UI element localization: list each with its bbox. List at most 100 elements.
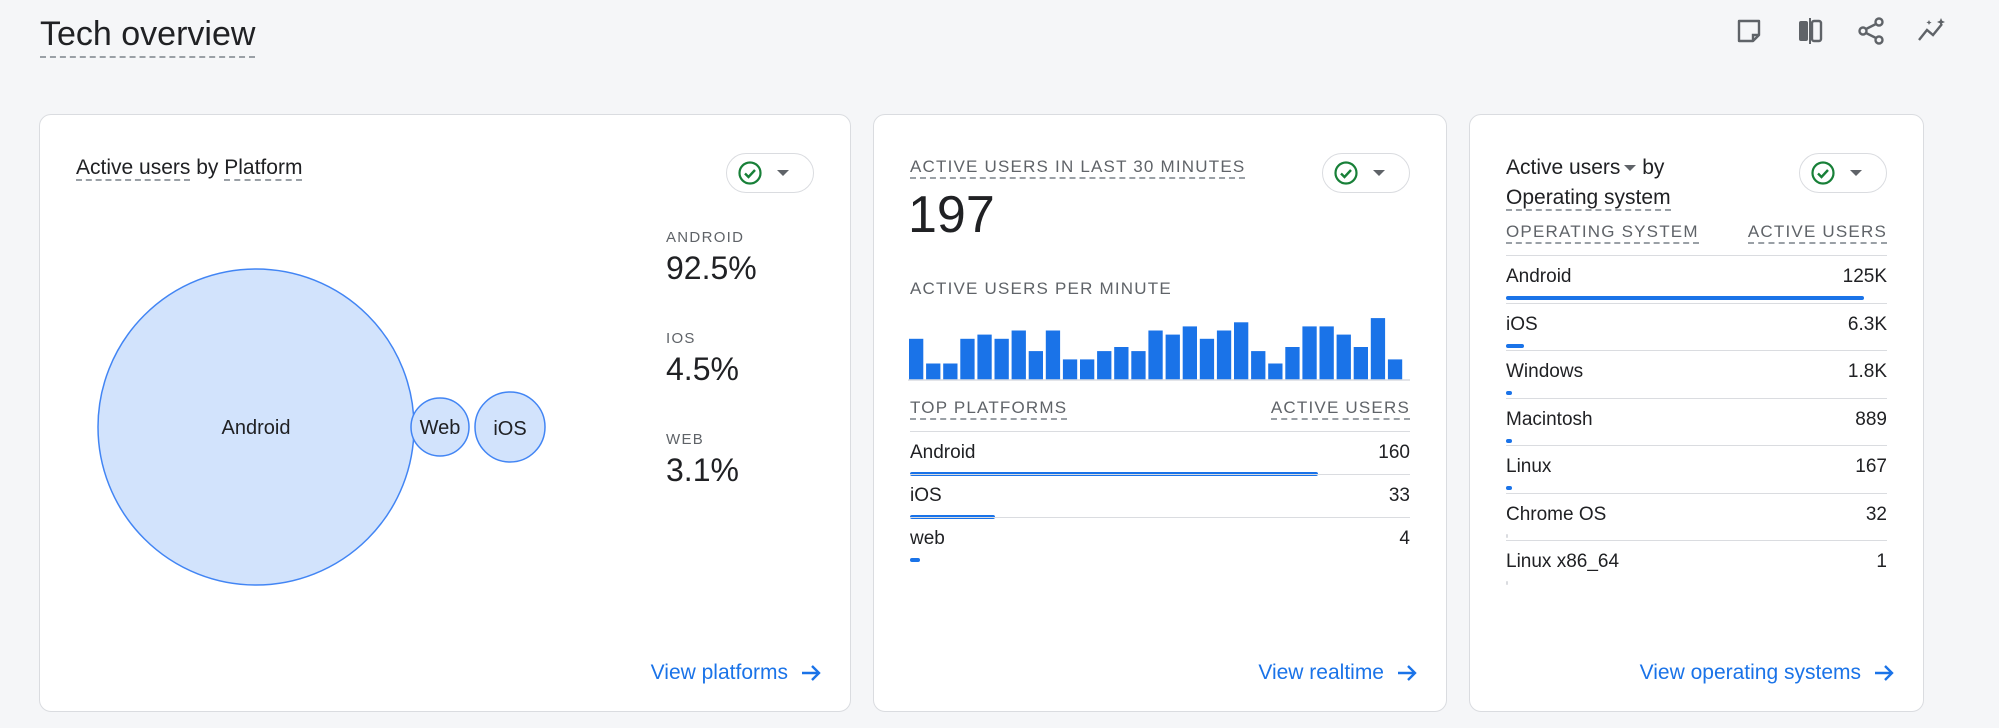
minute-bar bbox=[1387, 359, 1403, 380]
minute-bar bbox=[1234, 322, 1249, 381]
chevron-down-icon bbox=[1624, 165, 1637, 172]
minute-bar bbox=[977, 334, 992, 380]
table-row: Linux 167 bbox=[1506, 456, 1887, 490]
minute-bar bbox=[943, 363, 958, 380]
realtime-card: ACTIVE USERS IN LAST 30 MINUTES 197 ACTI… bbox=[873, 114, 1447, 712]
minute-bar bbox=[994, 338, 1009, 381]
toolbar bbox=[1732, 14, 1949, 48]
row-name: Linux bbox=[1506, 456, 1552, 477]
page-title: Tech overview bbox=[40, 14, 256, 58]
minute-bar bbox=[1114, 347, 1129, 380]
column-header-metric[interactable]: ACTIVE USERS bbox=[1747, 222, 1887, 244]
insights-icon[interactable] bbox=[1915, 14, 1949, 48]
check-circle-icon bbox=[738, 161, 762, 185]
minute-bar bbox=[1011, 330, 1026, 380]
dimension-selector[interactable]: Operating system bbox=[1506, 186, 1671, 211]
minute-bar bbox=[909, 338, 924, 381]
title-by: by bbox=[196, 156, 219, 179]
minute-bar bbox=[1353, 347, 1368, 380]
divider bbox=[1506, 302, 1887, 304]
row-value: 4 bbox=[1399, 528, 1410, 549]
compare-icon[interactable] bbox=[1793, 14, 1827, 48]
bubble-label-ios: iOS bbox=[493, 418, 526, 440]
minute-bar bbox=[1097, 351, 1112, 380]
stat-label: WEB bbox=[666, 431, 705, 448]
table-row: iOS 33 bbox=[910, 485, 1410, 519]
platform-bubble-chart: Android Web iOS bbox=[97, 268, 546, 586]
share-icon[interactable] bbox=[1854, 14, 1888, 48]
per-minute-bar-chart bbox=[908, 318, 1410, 381]
comparison-status-pill[interactable] bbox=[1322, 153, 1410, 193]
row-value: 125K bbox=[1842, 266, 1887, 287]
link-label: View platforms bbox=[650, 661, 788, 684]
minute-bar bbox=[1370, 318, 1386, 380]
title-by: by bbox=[1642, 156, 1665, 179]
divider bbox=[1506, 540, 1887, 541]
stat-label: IOS bbox=[666, 330, 696, 347]
link-label: View realtime bbox=[1258, 661, 1384, 684]
minute-bar bbox=[926, 363, 941, 380]
row-value: 1 bbox=[1876, 551, 1887, 572]
minute-bar bbox=[1216, 330, 1232, 380]
divider bbox=[910, 517, 1410, 518]
column-header-dimension[interactable]: TOP PLATFORMS bbox=[910, 398, 1068, 420]
arrow-right-icon bbox=[1398, 665, 1417, 681]
row-value: 32 bbox=[1865, 503, 1887, 525]
comparison-status-pill[interactable] bbox=[726, 153, 814, 193]
divider bbox=[1506, 445, 1887, 446]
metric-selector[interactable]: Active users bbox=[1506, 156, 1637, 179]
row-name: Android bbox=[910, 442, 976, 463]
view-platforms-link[interactable]: View platforms bbox=[651, 661, 822, 685]
minute-bar bbox=[1336, 334, 1351, 380]
stat-ios: IOS 4.5% bbox=[666, 330, 739, 388]
divider bbox=[910, 431, 1410, 432]
table-row: Linux x86_64 1 bbox=[1506, 551, 1887, 585]
minute-bar bbox=[1165, 334, 1180, 380]
chevron-down-icon bbox=[1850, 170, 1862, 176]
row-name: Linux x86_64 bbox=[1506, 551, 1620, 572]
row-name: Chrome OS bbox=[1506, 503, 1607, 525]
link-label: View operating systems bbox=[1639, 661, 1861, 684]
card-title: Active users by Operating system bbox=[1506, 153, 1766, 213]
column-header-dimension[interactable]: OPERATING SYSTEM bbox=[1506, 222, 1699, 244]
dimension-selector[interactable]: Platform bbox=[224, 156, 303, 181]
view-operating-systems-link[interactable]: View operating systems bbox=[1640, 661, 1895, 685]
minute-bar bbox=[1062, 359, 1078, 380]
divider bbox=[1506, 492, 1887, 494]
stat-web: WEB 3.1% bbox=[666, 431, 739, 489]
table-row: iOS 6.3K bbox=[1506, 314, 1887, 348]
bubble-ios bbox=[474, 391, 546, 463]
stat-label: ANDROID bbox=[666, 229, 745, 246]
divider bbox=[910, 474, 1410, 475]
divider bbox=[1506, 255, 1887, 256]
row-name: Android bbox=[1506, 266, 1572, 287]
minute-bar bbox=[1080, 359, 1095, 380]
row-name: Windows bbox=[1506, 361, 1584, 382]
minute-bar bbox=[1319, 326, 1334, 380]
stat-value: 4.5% bbox=[666, 351, 739, 387]
comparison-status-pill[interactable] bbox=[1799, 153, 1887, 193]
table-row: Chrome OS 32 bbox=[1506, 504, 1887, 538]
bubble-label-android: Android bbox=[222, 417, 291, 439]
minute-bar bbox=[1302, 326, 1317, 380]
os-card: Active users by Operating system OPERATI… bbox=[1469, 114, 1924, 712]
view-realtime-link[interactable]: View realtime bbox=[1258, 661, 1418, 685]
stat-value: 92.5% bbox=[666, 250, 757, 286]
row-name: web bbox=[910, 528, 945, 549]
column-header-metric[interactable]: ACTIVE USERS bbox=[1270, 398, 1410, 420]
minute-bar bbox=[960, 338, 975, 381]
table-row: Macintosh 889 bbox=[1506, 409, 1887, 443]
notes-icon[interactable] bbox=[1732, 14, 1766, 48]
share-bar bbox=[1506, 486, 1512, 490]
stat-android: ANDROID 92.5% bbox=[666, 229, 757, 287]
share-bar bbox=[910, 558, 920, 562]
row-value: 160 bbox=[1378, 442, 1410, 463]
chevron-down-icon bbox=[777, 170, 789, 176]
stat-value: 3.1% bbox=[666, 452, 739, 488]
minute-bar bbox=[1251, 351, 1266, 380]
bubble-label-web: Web bbox=[420, 417, 461, 439]
minute-bar bbox=[1199, 338, 1215, 381]
minute-bar bbox=[1045, 330, 1061, 380]
minute-bar bbox=[1148, 330, 1163, 380]
metric-selector[interactable]: Active users bbox=[76, 156, 191, 181]
